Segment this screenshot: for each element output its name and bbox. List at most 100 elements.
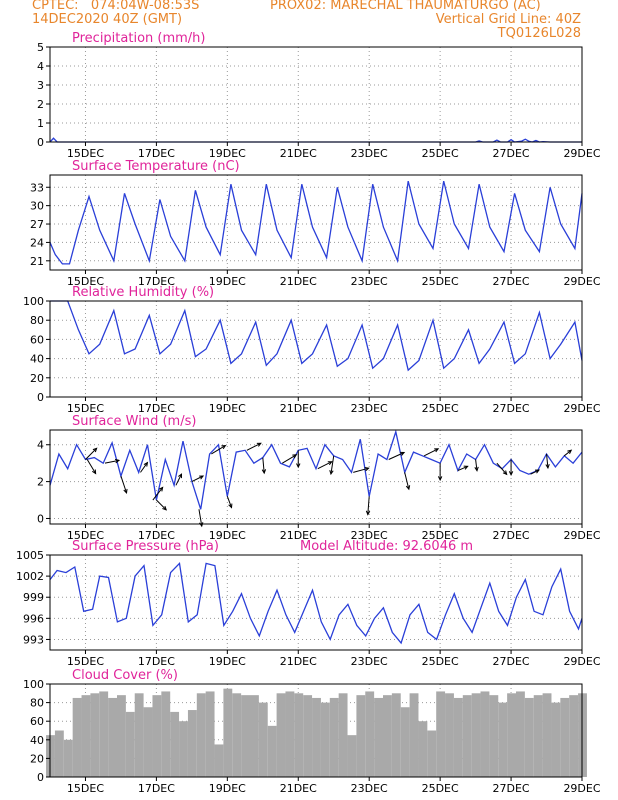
cloud-bar <box>462 695 472 777</box>
wind-arrow <box>330 455 335 475</box>
x-tick-label: 21DEC <box>280 402 317 415</box>
cloud-bar <box>498 702 508 777</box>
header-center-line1: PROX02: MARECHAL THAUMATURGO (AC) <box>270 0 541 13</box>
cloud-bar <box>489 695 499 777</box>
cloud-bar <box>569 695 579 777</box>
wind-arrow <box>546 453 549 469</box>
wind-arrow-head <box>365 510 371 516</box>
wind-arrow <box>85 447 98 460</box>
wind-arrow <box>367 496 370 515</box>
cloud-bar <box>418 721 428 777</box>
cloud-bar <box>427 730 437 777</box>
y-tick-label: 996 <box>23 612 44 625</box>
cloud-bar <box>285 691 295 777</box>
wind-arrow <box>282 454 297 464</box>
cloud-bar <box>232 693 242 777</box>
wind-arrow-head <box>474 466 479 472</box>
cloud-bar <box>507 693 516 777</box>
cloud-bar <box>533 695 543 777</box>
series-line <box>49 429 583 510</box>
header-right-line2: Vertical Grid Line: 40Z <box>435 12 581 27</box>
wind-arrow <box>530 469 540 475</box>
y-tick-label: 60 <box>30 333 44 346</box>
series-line <box>49 137 582 143</box>
y-tick-label: 999 <box>23 591 44 604</box>
x-tick-label: 29DEC <box>563 655 600 668</box>
wind-arrow-head <box>502 470 508 476</box>
y-tick-label: 20 <box>30 372 44 385</box>
wind-arrow <box>104 459 120 464</box>
cloud-bar <box>72 697 82 777</box>
y-tick-label: 0 <box>37 512 44 525</box>
wind-arrow <box>226 496 233 508</box>
x-tick-label: 17DEC <box>138 275 175 288</box>
wind-arrow-head <box>143 461 149 467</box>
wind-arrow <box>404 472 410 490</box>
wind-arrow-head <box>228 503 233 509</box>
cloud-bar <box>409 693 419 777</box>
cloud-bar <box>480 691 490 777</box>
cloud-bar <box>187 710 197 777</box>
wind-arrow-head <box>364 466 370 472</box>
wind-arrow <box>191 475 204 483</box>
wind-arrow <box>262 457 265 474</box>
y-tick-label: 21 <box>30 255 44 268</box>
x-tick-label: 27DEC <box>493 147 530 160</box>
x-tick-label: 27DEC <box>493 655 530 668</box>
plot-frame <box>49 46 583 143</box>
wind-arrow-head <box>545 464 550 470</box>
wind-arrow-head <box>92 469 97 475</box>
cloud-bar <box>524 697 534 777</box>
wind-arrow-head <box>405 485 411 491</box>
header-left-line2: 14DEC2020 40Z (GMT) <box>32 12 183 27</box>
wind-arrow <box>140 462 148 473</box>
wind-arrow-head <box>114 458 121 464</box>
wind-arrow-head <box>508 471 514 477</box>
wind-arrow-head <box>567 449 573 455</box>
wind-arrow <box>152 487 164 501</box>
cloud-bar <box>338 693 348 777</box>
cloud-bar <box>267 725 277 777</box>
y-tick-label: 1 <box>37 117 44 130</box>
x-tick-label: 29DEC <box>563 147 600 160</box>
y-tick-label: 2 <box>37 98 44 111</box>
cloud-bar <box>196 693 206 777</box>
x-tick-label: 21DEC <box>280 147 317 160</box>
x-tick-label: 17DEC <box>138 782 175 795</box>
series-line <box>49 180 583 265</box>
cloud-bar <box>551 702 561 777</box>
wind-arrow-head <box>261 469 267 475</box>
y-tick-label: 60 <box>30 715 44 728</box>
x-tick-label: 15DEC <box>67 402 104 415</box>
cloud-bar <box>560 697 570 777</box>
wind-arrow-head <box>437 476 443 482</box>
plot-frame <box>49 554 583 651</box>
x-tick-label: 23DEC <box>351 147 388 160</box>
wind-arrow <box>156 499 167 511</box>
y-tick-label: 1005 <box>16 549 44 562</box>
wind-arrow <box>388 452 405 460</box>
wind-arrow-head <box>463 465 469 470</box>
panel-title: Precipitation (mm/h) <box>72 31 205 46</box>
y-tick-label: 100 <box>23 295 44 308</box>
wind-arrow <box>120 475 128 494</box>
wind-arrow <box>475 459 478 471</box>
cloud-bar <box>170 711 180 777</box>
x-tick-label: 17DEC <box>138 402 175 415</box>
y-tick-label: 4 <box>37 60 44 73</box>
y-tick-label: 20 <box>30 752 44 765</box>
cloud-bar <box>99 691 109 777</box>
x-tick-label: 19DEC <box>209 782 246 795</box>
x-tick-label: 19DEC <box>209 147 246 160</box>
cloud-bar <box>383 695 392 777</box>
x-tick-label: 25DEC <box>422 275 459 288</box>
cloud-bar <box>179 721 188 777</box>
x-tick-label: 19DEC <box>209 275 246 288</box>
panel-title: Surface Temperature (nC) <box>72 159 240 174</box>
x-tick-label: 19DEC <box>209 655 246 668</box>
wind-arrow-head <box>296 463 301 469</box>
plot-frame <box>49 429 583 525</box>
y-tick-label: 0 <box>37 771 44 784</box>
cloud-bar <box>108 697 117 777</box>
cloud-bar <box>365 691 375 777</box>
